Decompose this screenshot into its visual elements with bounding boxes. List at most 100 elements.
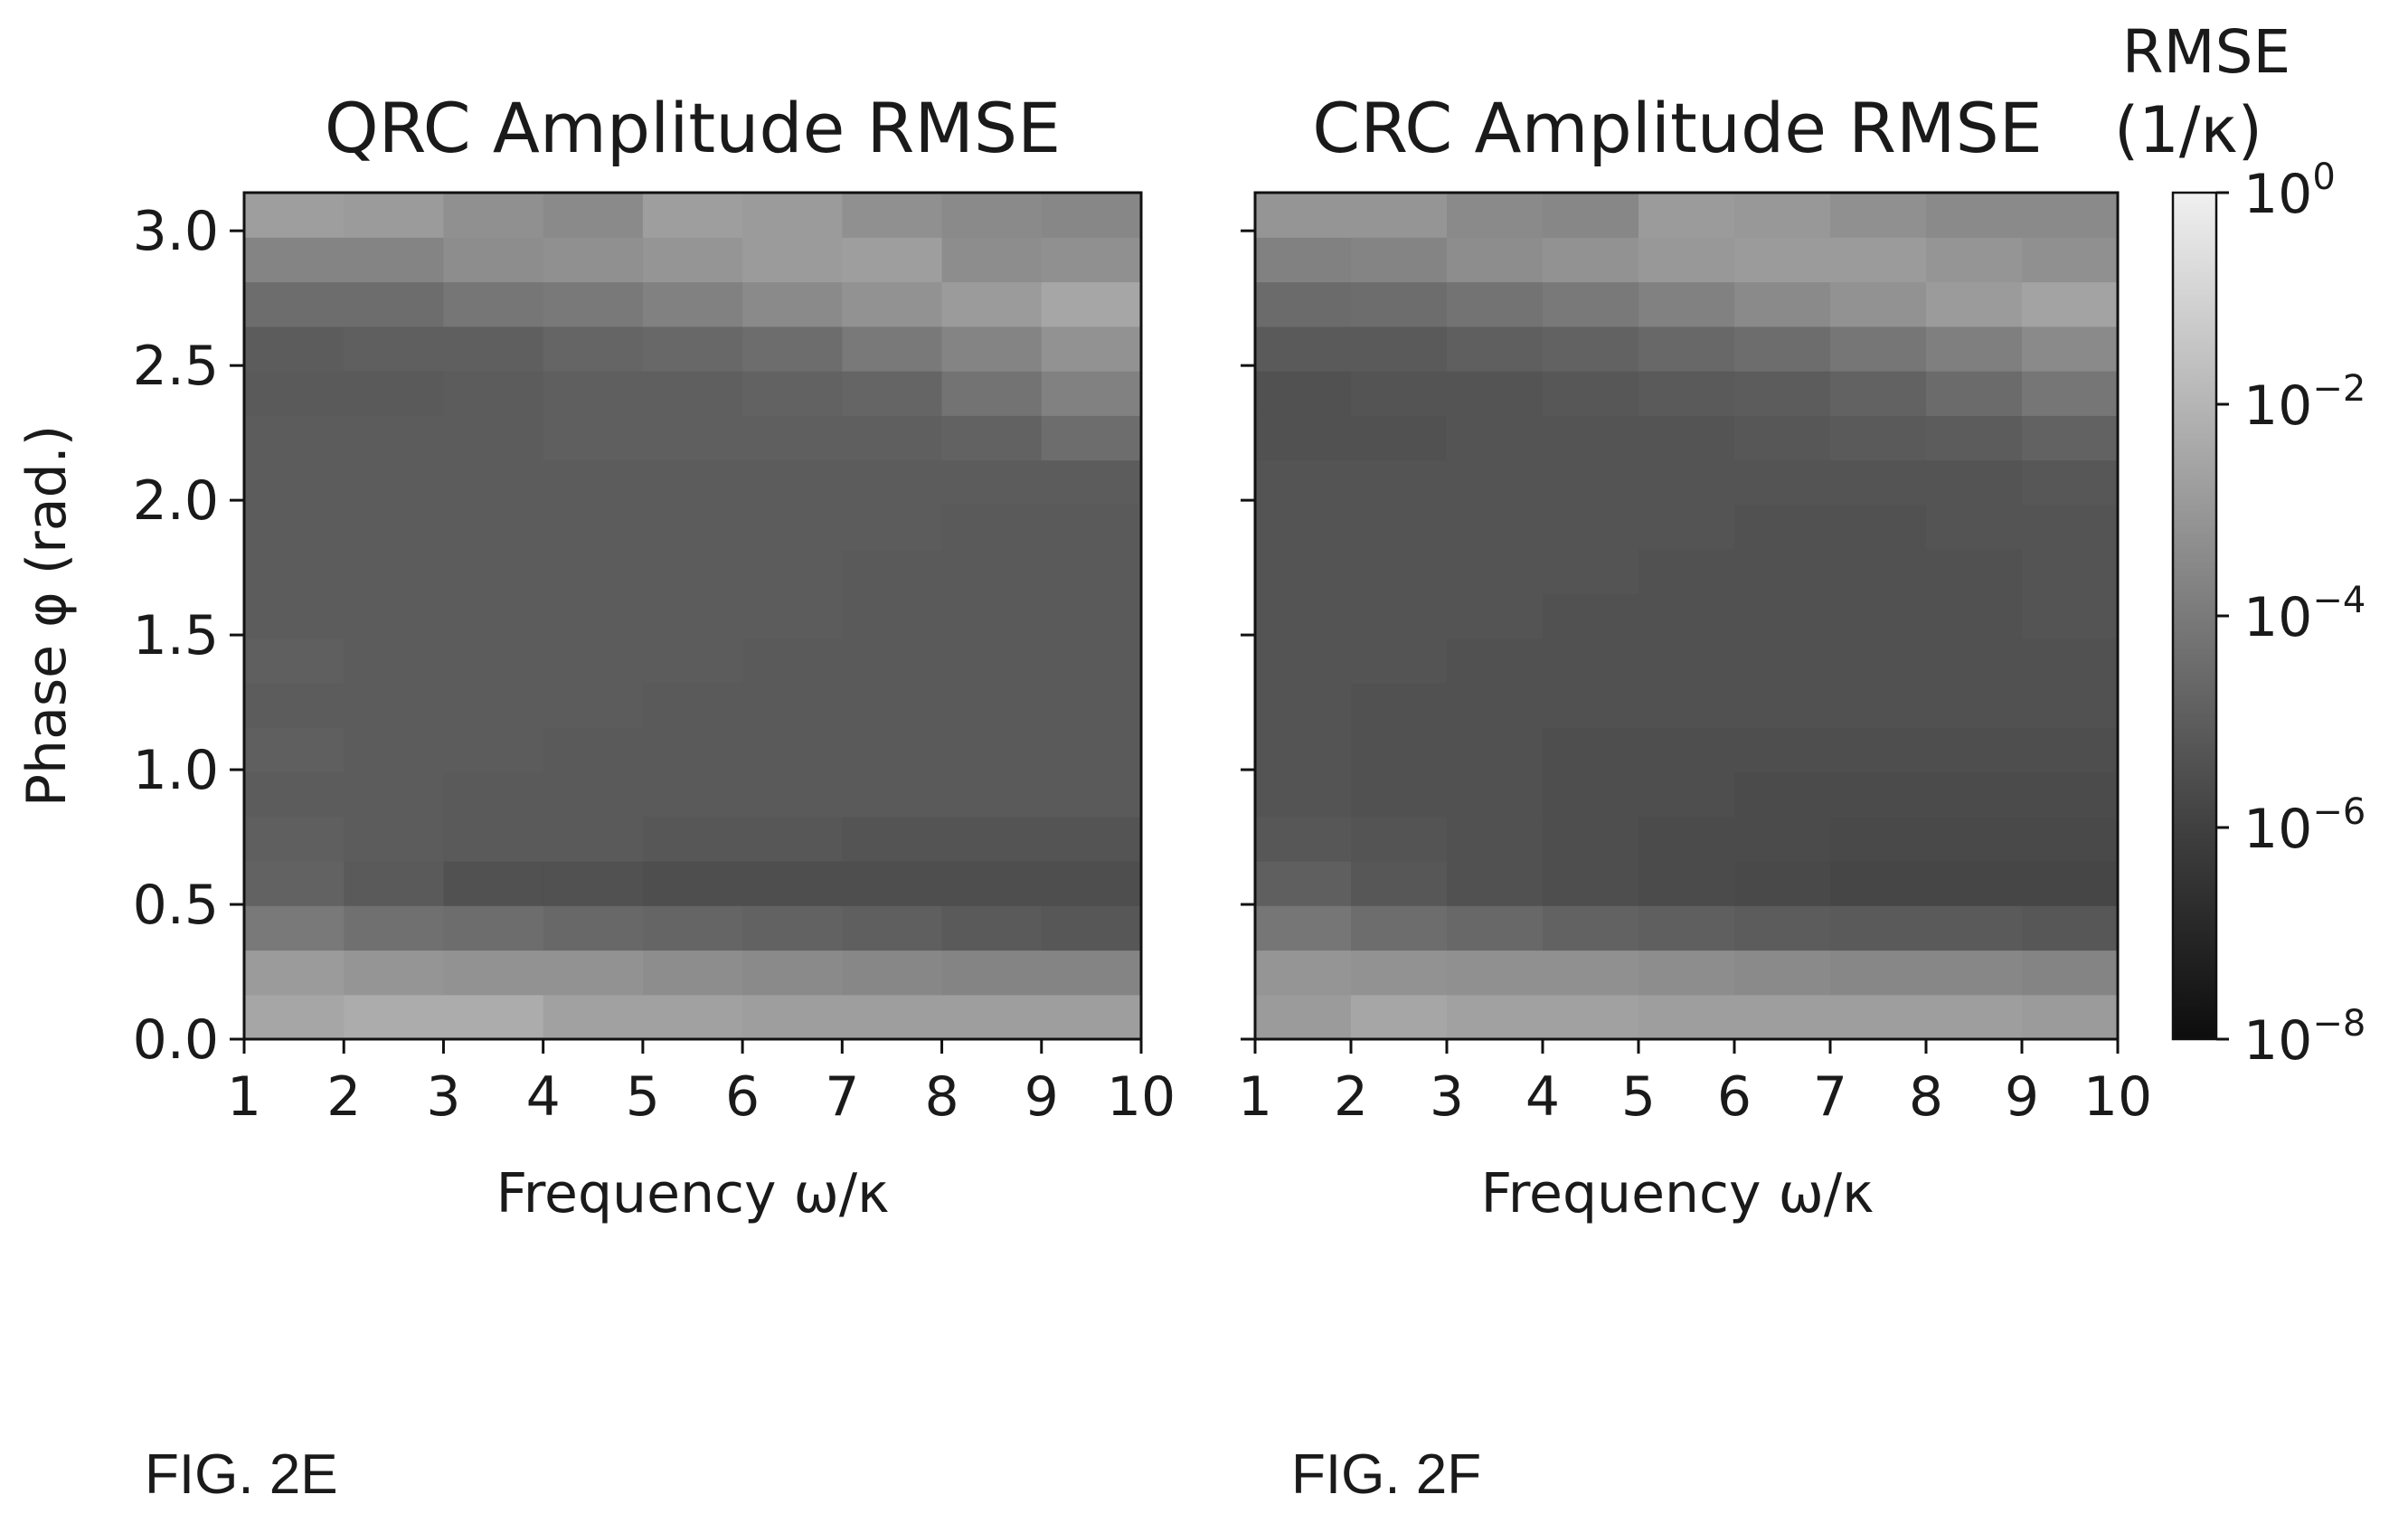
heatmap-cell xyxy=(2022,281,2119,327)
heatmap-cell xyxy=(543,950,644,996)
heatmap-cell xyxy=(1734,459,1831,506)
heatmap-cell xyxy=(1830,281,1927,327)
heatmap-cell xyxy=(2022,237,2119,283)
heatmap-cell xyxy=(842,281,943,327)
heatmap-cell xyxy=(742,638,843,684)
heatmap-cell xyxy=(1255,638,1352,684)
heatmap-cell xyxy=(1830,326,1927,372)
x-tick-label: 5 xyxy=(1621,1065,1656,1129)
heatmap-cell xyxy=(842,771,943,818)
heatmap-cell xyxy=(1734,415,1831,461)
heatmap-cell xyxy=(1351,638,1448,684)
heatmap-cell xyxy=(1926,371,2023,416)
heatmap-cell xyxy=(1926,593,2023,639)
heatmap-cell xyxy=(443,816,544,862)
heatmap-cell xyxy=(1638,682,1735,728)
heatmap-cell xyxy=(941,682,1043,728)
heatmap-cell xyxy=(1638,281,1735,327)
heatmap-cell xyxy=(443,281,544,327)
heatmap-cell xyxy=(1543,237,1639,283)
heatmap-cell xyxy=(1830,727,1927,773)
heatmap-cell xyxy=(1041,905,1142,951)
heatmap-cell xyxy=(244,682,345,728)
heatmap-cell xyxy=(642,727,743,773)
heatmap-cell xyxy=(1830,415,1927,461)
heatmap-cell xyxy=(244,459,345,506)
heatmap-cell xyxy=(244,371,345,416)
heatmap-cell xyxy=(1041,727,1142,773)
heatmap-cell xyxy=(842,415,943,461)
heatmap-cell xyxy=(1351,549,1448,594)
heatmap-cell xyxy=(344,950,445,996)
heatmap-cell xyxy=(1255,237,1352,283)
heatmap-cell xyxy=(1351,682,1448,728)
heatmap-cell xyxy=(642,549,743,594)
heatmap-cell xyxy=(1255,682,1352,728)
heatmap-cell xyxy=(1638,549,1735,594)
heatmap-cell xyxy=(742,326,843,372)
heatmap-cell xyxy=(1447,950,1544,996)
heatmap-cell xyxy=(2022,727,2119,773)
heatmap-cell xyxy=(1926,816,2023,862)
heatmap-cell xyxy=(1734,549,1831,594)
heatmap-cell xyxy=(1255,415,1352,461)
heatmap-cell xyxy=(1638,905,1735,951)
heatmap-cell xyxy=(1926,950,2023,996)
x-tick-label: 8 xyxy=(924,1065,958,1129)
heatmap-cell xyxy=(1638,771,1735,818)
heatmap-cell xyxy=(1351,237,1448,283)
x-axis-label: Frequency ω/κ xyxy=(496,1162,890,1225)
heatmap-cell xyxy=(443,326,544,372)
heatmap-cell xyxy=(941,237,1043,283)
heatmap-cell xyxy=(1041,593,1142,639)
heatmap-cell xyxy=(642,682,743,728)
heatmap-cell xyxy=(1926,193,2023,238)
heatmap-cell xyxy=(1734,860,1831,906)
heatmap-cell xyxy=(1734,905,1831,951)
heatmap-cell xyxy=(1543,994,1639,1040)
heatmap-cell xyxy=(842,326,943,372)
heatmap-cell xyxy=(1447,326,1544,372)
heatmap-cell xyxy=(344,237,445,283)
heatmap-cell xyxy=(1255,727,1352,773)
heatmap-cell xyxy=(742,905,843,951)
y-axis-ticks xyxy=(1241,229,1255,1041)
heatmap-cell xyxy=(443,593,544,639)
heatmap-cell xyxy=(1734,326,1831,372)
heatmap-cell xyxy=(1638,371,1735,416)
heatmap-cell xyxy=(742,682,843,728)
heatmap-cell xyxy=(1351,994,1448,1040)
heatmap-cell xyxy=(1830,771,1927,818)
heatmap-cell xyxy=(1543,727,1639,773)
heatmap-cell xyxy=(443,950,544,996)
y-axis-ticks: 0.0 0.5 1.0 1.5 2.0 2.5 3.0 xyxy=(133,200,244,1072)
heatmap-cell xyxy=(1543,950,1639,996)
heatmap-cell xyxy=(1447,727,1544,773)
heatmap-cell xyxy=(543,281,644,327)
heatmap-cell xyxy=(443,371,544,416)
heatmap-cell xyxy=(1041,326,1142,372)
heatmap-cell xyxy=(344,905,445,951)
x-tick-label: 3 xyxy=(1430,1065,1464,1129)
heatmap-cell xyxy=(2022,193,2119,238)
colorbar-tick-label: 10−6 xyxy=(2243,791,2366,861)
heatmap-cell xyxy=(842,905,943,951)
heatmap-cell xyxy=(1926,860,2023,906)
heatmap-cell xyxy=(1926,549,2023,594)
heatmap-cell xyxy=(1255,816,1352,862)
figure-label-2e: FIG. 2E xyxy=(145,1443,338,1506)
heatmap-cell xyxy=(443,727,544,773)
heatmap-cell xyxy=(1255,950,1352,996)
heatmap-cell xyxy=(1041,860,1142,906)
heatmap-cell xyxy=(742,771,843,818)
x-tick-label: 8 xyxy=(1909,1065,1943,1129)
heatmap-cell xyxy=(642,860,743,906)
heatmap-cell xyxy=(1830,237,1927,283)
heatmap-cell xyxy=(244,193,345,238)
heatmap-cell xyxy=(2022,504,2119,550)
heatmap-cell xyxy=(344,504,445,550)
heatmap-cell xyxy=(1447,682,1544,728)
y-tick-label: 1.5 xyxy=(133,604,219,667)
x-tick-label: 10 xyxy=(1107,1065,1176,1129)
heatmap-cell xyxy=(1543,326,1639,372)
